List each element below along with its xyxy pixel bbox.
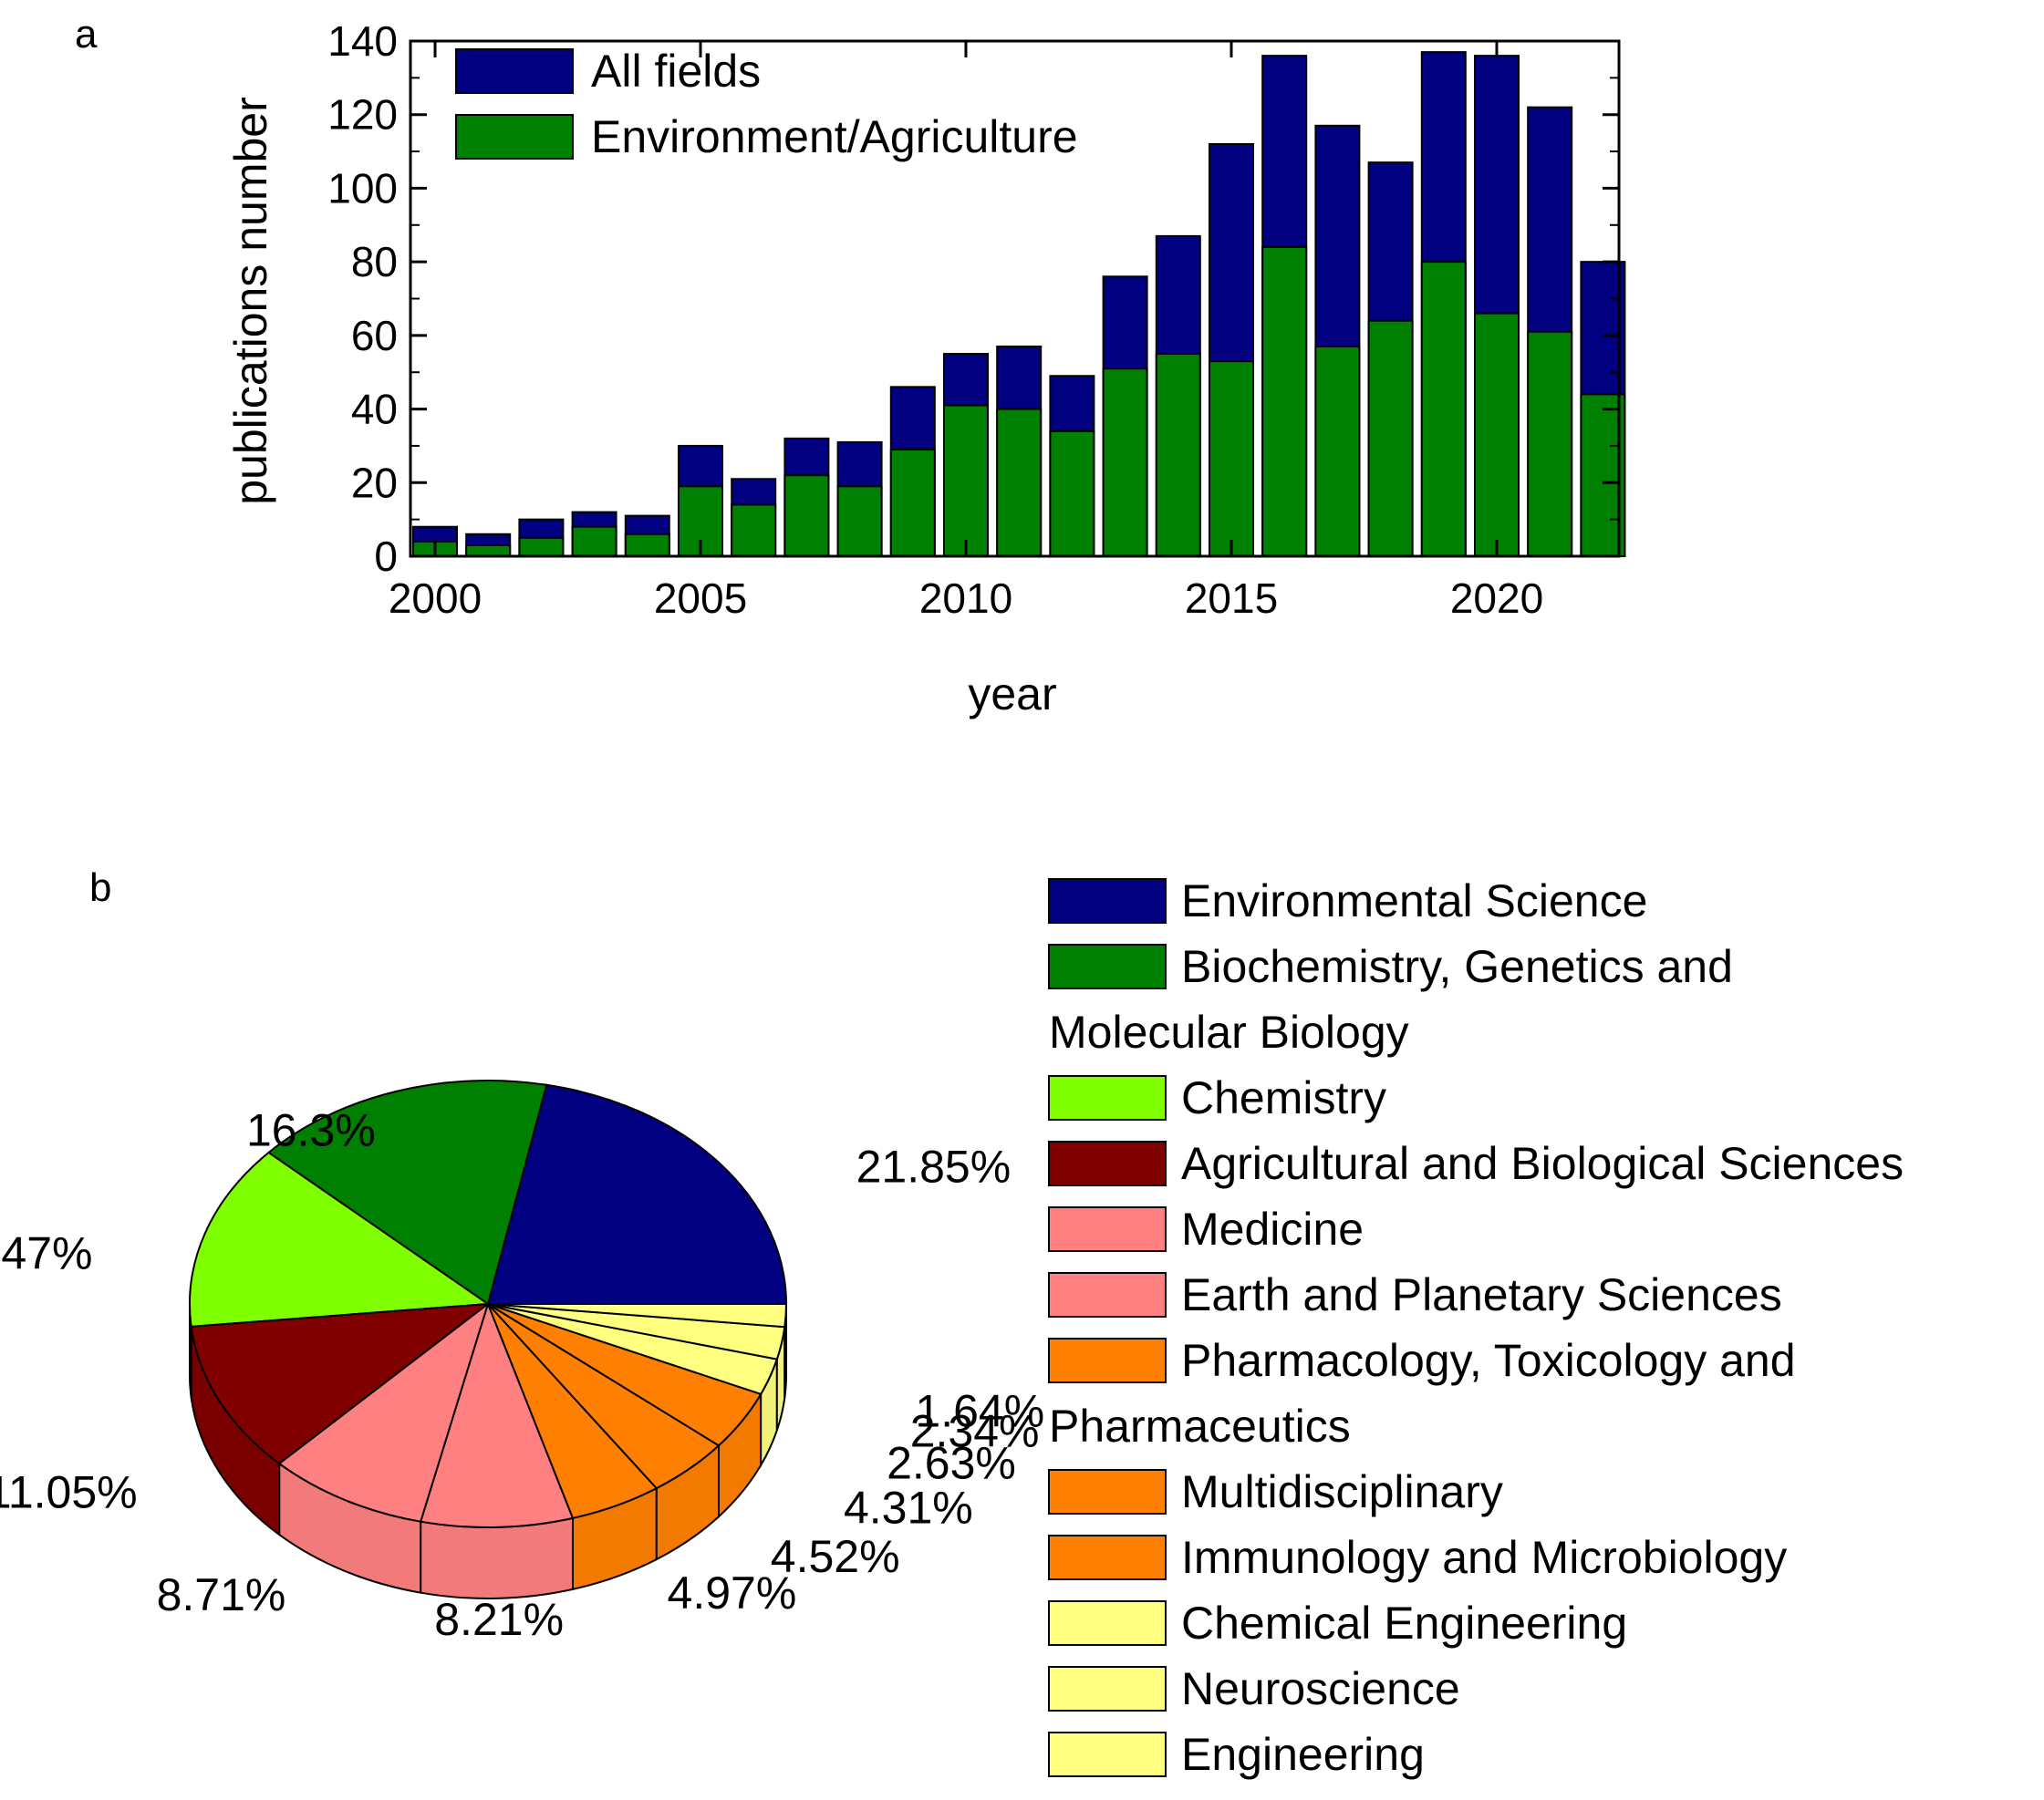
bar-env-agri-2017 (1314, 345, 1361, 558)
legend-swatch-0 (1048, 878, 1167, 924)
pie-percent-label: 4.31% (844, 1482, 973, 1533)
pie-side-walls (189, 1303, 787, 1599)
legend-swatch-6 (1048, 1338, 1167, 1383)
legend-swatch-11 (1048, 1732, 1167, 1777)
pie-percent-label: 21.85% (856, 1142, 1012, 1193)
bar-env-agri-2002 (518, 536, 565, 557)
pie-percent-label: 16.3% (246, 1105, 376, 1156)
legend-label: Pharmacology, Toxicology and (1181, 1335, 1796, 1386)
y-tick-label: 60 (351, 312, 398, 359)
bar-env-agri-2003 (571, 525, 617, 558)
legend-label: Engineering (1181, 1729, 1425, 1780)
y-axis: 0 20 40 60 80 100 120 140 (327, 17, 1619, 580)
x-tick-label: 2005 (654, 574, 747, 622)
bar-env-agri-2019 (1420, 261, 1467, 557)
legend-swatch-10 (1048, 1666, 1167, 1712)
bar-chart-panel: a 0 20 40 60 80 100 120 140 2000 2005 2010 2015 202… (75, 12, 1626, 719)
pie-percent-label: 11.05% (0, 1467, 138, 1518)
bar-env-agri-2013 (1102, 367, 1148, 557)
x-tick-label: 2015 (1185, 574, 1278, 622)
pie-slice-2 (189, 1151, 491, 1328)
bar-env-agri-2018 (1367, 319, 1414, 557)
legend-swatch-1 (1048, 944, 1167, 989)
pie-side-5 (420, 1516, 575, 1599)
y-axis-label: publications number (225, 97, 276, 505)
legend-label: Immunology and Microbiology (1181, 1532, 1787, 1583)
pie-percent-labels: 21.85%16.3%13.47%11.05%8.71%8.21%4.97%4.… (0, 1105, 1044, 1645)
panel-b-label: b (89, 865, 111, 910)
legend-swatch-env-agri (455, 114, 574, 160)
bar-legend: All fields Environment/Agriculture (455, 46, 1078, 162)
pie-slice-5 (419, 1300, 575, 1528)
x-axis-label: year (968, 668, 1056, 719)
pie-percent-label: 4.97% (668, 1567, 797, 1619)
pie-percent-label: 8.21% (434, 1594, 564, 1645)
legend-label: All fields (591, 46, 761, 97)
x-axis: 2000 2005 2010 2015 2020 (389, 41, 1543, 622)
pie-percent-label: 4.52% (771, 1531, 900, 1582)
bar-env-agri-2016 (1261, 246, 1308, 557)
pie-3d (189, 1080, 788, 1599)
legend-label: Neuroscience (1181, 1663, 1460, 1714)
legend-swatch-7 (1048, 1469, 1167, 1515)
bar-env-agri-2015 (1209, 360, 1254, 557)
pie-slice-11 (487, 1303, 788, 1329)
legend-swatch-5 (1048, 1272, 1167, 1318)
legend-swatch-9 (1048, 1600, 1167, 1646)
x-tick-label: 2010 (919, 574, 1012, 622)
y-tick-label: 20 (351, 459, 398, 506)
y-tick-label: 0 (374, 533, 398, 580)
pie-slice-4 (277, 1301, 490, 1523)
y-tick-label: 120 (327, 91, 398, 139)
bar-env-agri-2021 (1527, 330, 1573, 558)
pie-legend: Environmental Science Biochemistry, Genet… (1048, 875, 1904, 1780)
legend-label: Environmental Science (1181, 875, 1647, 926)
bar-env-agri-2011 (996, 408, 1043, 558)
pie-slice-3 (190, 1302, 492, 1465)
legend-label: Environment/Agriculture (591, 111, 1078, 162)
pie-top-faces (189, 1080, 788, 1528)
pie-percent-label: 8.71% (157, 1569, 286, 1620)
bar-env-agri-2008 (836, 485, 883, 557)
legend-label: Chemistry (1181, 1072, 1386, 1123)
legend-swatch-2 (1048, 1075, 1167, 1121)
pie-slice-1 (266, 1080, 548, 1306)
y-tick-label: 40 (351, 386, 398, 433)
legend-label: Chemical Engineering (1181, 1598, 1627, 1649)
pie-percent-label: 2.63% (887, 1438, 1016, 1489)
y-tick-label: 80 (351, 238, 398, 285)
legend-swatch-all-fields (455, 48, 574, 94)
pie-chart-panel: b 21.85% 16.3% 13.47% 11.05% 8.71% 8.21% 4.97%… (0, 865, 1904, 1780)
bar-env-agri-2004 (624, 533, 670, 557)
legend-swatch-4 (1048, 1206, 1167, 1252)
bar-env-agri-2001 (465, 543, 512, 558)
pie-percent-label: 2.34% (910, 1405, 1040, 1456)
bar-env-agri-2012 (1049, 429, 1095, 557)
bar-env-agri-2009 (889, 448, 936, 558)
legend-swatch-3 (1048, 1141, 1167, 1186)
x-tick-label: 2020 (1450, 574, 1543, 622)
x-tick-label: 2000 (389, 574, 482, 622)
panel-a-label: a (75, 12, 98, 57)
legend-label: Earth and Planetary Sciences (1181, 1269, 1782, 1320)
y-tick-label: 100 (327, 164, 398, 212)
legend-label: Agricultural and Biological Sciences (1181, 1138, 1904, 1189)
bar-env-agri-2020 (1474, 312, 1520, 557)
y-tick-label: 140 (327, 17, 398, 65)
legend-label: Medicine (1181, 1204, 1364, 1255)
legend-label: Molecular Biology (1049, 1007, 1409, 1058)
bar-env-agri-2010 (943, 404, 989, 557)
pie-percent-label: 1.64% (915, 1385, 1044, 1436)
pie-percent-label: 13.47% (0, 1228, 92, 1279)
legend-label: Pharmaceutics (1049, 1401, 1351, 1452)
bar-env-agri-2007 (783, 474, 830, 558)
bar-env-agri-2006 (731, 503, 777, 557)
legend-swatch-8 (1048, 1535, 1167, 1580)
bar-env-agri-2014 (1155, 353, 1201, 557)
pie-slice-0 (486, 1083, 788, 1305)
legend-label: Multidisciplinary (1181, 1466, 1503, 1517)
legend-label: Biochemistry, Genetics and (1181, 941, 1733, 992)
